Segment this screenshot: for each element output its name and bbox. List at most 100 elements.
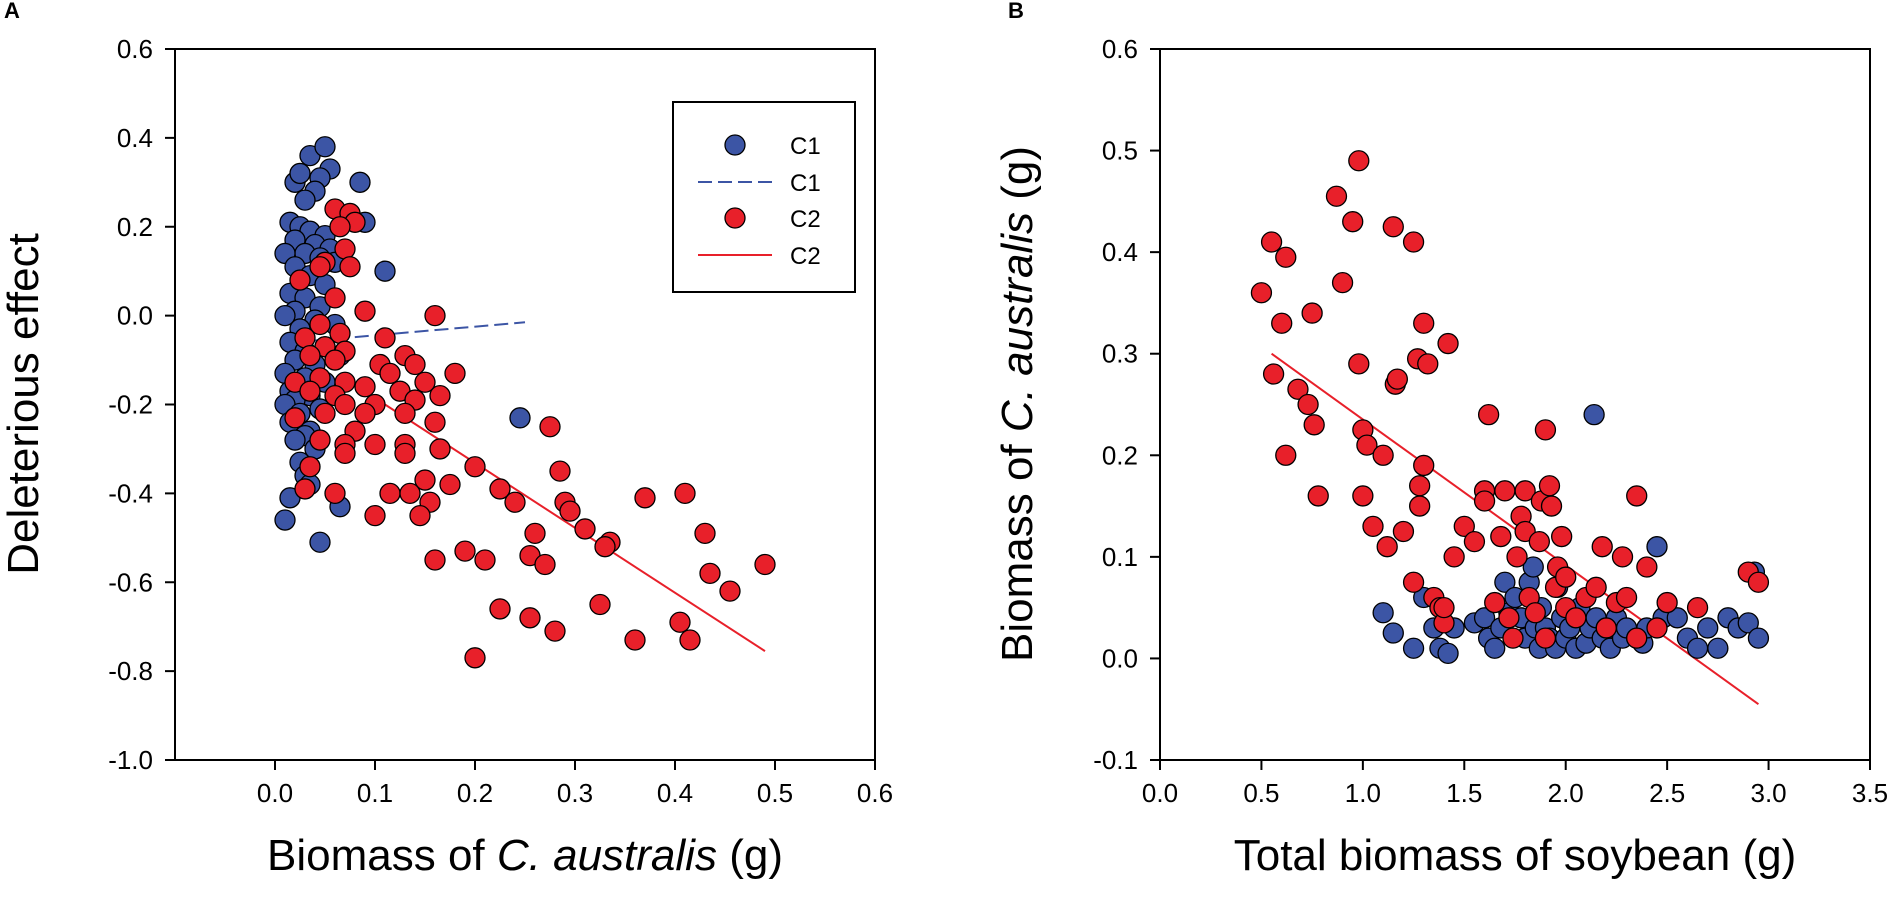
panel-b-c2-point: [1433, 596, 1455, 619]
legend-c1-marker: [724, 134, 746, 156]
panel-a-c2-point: [464, 647, 486, 669]
panel-a-y-axis-label: Deleterious effect: [0, 233, 48, 575]
panel-b-c2-point: [1626, 627, 1648, 649]
panel-b-c2-point: [1528, 530, 1550, 553]
panel-b-c2-point: [1615, 586, 1638, 609]
panel-b-c2-point: [1540, 495, 1563, 517]
panel-a-c2-point: [624, 629, 646, 651]
panel-a-c2-point: [299, 344, 321, 367]
panel-a-x-tick-label: 0.1: [357, 778, 393, 808]
panel-b-c2-point: [1303, 414, 1325, 436]
panel-b-c2-point: [1262, 363, 1285, 385]
panel-a-x-tick-label: 0.3: [557, 778, 593, 808]
panel-a-c2-point: [424, 411, 446, 433]
panel-b-y-tick-label: 0.2: [1102, 440, 1138, 470]
panel-a-c2-point: [379, 362, 401, 385]
panel-a-c2-point: [424, 549, 446, 571]
panel-a-c1-point: [509, 407, 531, 429]
panel-a-x-tick-label: 0.5: [757, 778, 793, 808]
panel-a-c2-point: [354, 300, 376, 322]
panel-a-c2-point: [474, 549, 496, 571]
panel-a-chart: A 0.0 0.1 0.2 0.3 0.4 0.5 0.6 -1.0 -0.8 -0.6 -0.4…: [0, 0, 893, 880]
panel-b-c2-point: [1297, 393, 1319, 416]
panel-a-c2-point: [354, 402, 376, 425]
panel-b-x-tick-label: 2.5: [1649, 778, 1685, 808]
panel-a-x-tick-label: 0.6: [857, 778, 893, 808]
legend-c2-marker: [724, 207, 746, 229]
panel-b-c2-point: [1494, 480, 1516, 502]
panel-a-c2-point: [309, 256, 331, 278]
panel-a-y-tick-label: 0.6: [117, 34, 153, 64]
panel-b-c2-point: [1585, 576, 1607, 598]
panel-b-c2-point: [1409, 475, 1431, 497]
panel-b-c1-point: [1707, 637, 1729, 659]
panel-b-c1-point: [1494, 571, 1516, 593]
panel-b-c2-point: [1534, 627, 1557, 649]
panel-a-c2-point: [489, 598, 511, 620]
panel-a-c2-point: [404, 353, 426, 376]
panel-a-c2-point: [334, 442, 356, 465]
panel-a-c1-point: [294, 189, 316, 211]
panel-a-x-tick-label: 0.2: [457, 778, 493, 808]
panel-a-c2-point: [679, 629, 701, 651]
panel-b-c2-point: [1402, 231, 1425, 253]
panel-b-c2-point: [1409, 495, 1431, 517]
panel-a-c2-point: [594, 536, 616, 558]
panel-b-c2-point: [1376, 536, 1398, 558]
legend-c1-marker-label: C1: [790, 133, 821, 160]
panel-a-c2-point: [464, 456, 486, 478]
panel-a-c2-point: [334, 393, 356, 416]
panel-a-c2-point: [394, 402, 416, 425]
panel-b-c2-point: [1514, 480, 1536, 502]
panel-a-c1-point: [374, 260, 396, 282]
panel-a-c2-point: [549, 460, 571, 482]
panel-a-c2-point: [339, 256, 361, 278]
panel-b-c1-point: [1382, 622, 1404, 644]
panel-a-c2-point: [439, 473, 461, 496]
panel-b-c2-point: [1453, 515, 1475, 538]
panel-b-c2-point: [1352, 485, 1374, 507]
panel-a-x-axis-label: Biomass of C. australis (g): [267, 831, 783, 880]
panel-a-c2-point: [414, 469, 436, 491]
panel-b-c2-point: [1348, 353, 1370, 375]
panel-b-c1-point: [1372, 602, 1394, 624]
panel-a-c2-point: [354, 376, 376, 398]
panel-a-c2-point: [699, 562, 721, 585]
panel-b-x-tick-label: 0.0: [1142, 778, 1178, 808]
panel-a-c2-point: [519, 607, 541, 629]
panel-b-x-tick-label: 1.0: [1345, 778, 1381, 808]
panel-a-c2-point: [539, 416, 561, 438]
panel-a-c2-point: [309, 429, 331, 451]
panel-b-c1-point: [1697, 617, 1719, 639]
panel-b-c1-point: [1484, 637, 1506, 659]
panel-b-chart: B 0.0 0.5 1.0 1.5 2.0 2.5 3.0 3.5 -0.10.00.10.2…: [993, 0, 1888, 880]
panel-b-c1-point: [1473, 607, 1496, 629]
panel-a-c2-point: [364, 504, 386, 527]
panel-a-y-tick-label: -0.8: [108, 656, 153, 686]
panel-b-c2-point: [1342, 211, 1364, 233]
panel-a-c2-point: [324, 349, 346, 371]
panel-b-x-tick-label: 3.5: [1852, 778, 1888, 808]
panel-b-c2-point: [1747, 571, 1770, 593]
panel-b-c1-point: [1522, 556, 1544, 578]
panel-a-c2-point: [284, 407, 306, 429]
panel-b-letter: B: [1008, 0, 1024, 23]
panel-b-c1-point: [1583, 404, 1605, 426]
panel-b-c2-point: [1636, 556, 1658, 578]
panel-b-c2-point: [1275, 444, 1297, 466]
panel-b-c2-point: [1565, 607, 1587, 629]
panel-a-legend: C1 C1 C2 C2: [672, 101, 856, 293]
panel-b-c2-point: [1437, 332, 1459, 355]
panel-b-c2-point: [1656, 591, 1678, 614]
panel-b-c1-point: [1402, 637, 1425, 659]
panel-a-c2-point: [299, 456, 321, 478]
panel-b-c2-point: [1260, 231, 1283, 253]
panel-a-c2-point: [294, 327, 316, 349]
panel-a-c2-point: [424, 304, 446, 327]
panel-a-c2-point: [394, 442, 416, 465]
panel-a-c2-point: [754, 553, 776, 576]
panel-b-c2-point: [1413, 312, 1435, 334]
panel-a-c2-point: [334, 238, 356, 260]
panel-a-c2-point: [574, 518, 596, 540]
panel-a-c2-point: [444, 362, 466, 385]
